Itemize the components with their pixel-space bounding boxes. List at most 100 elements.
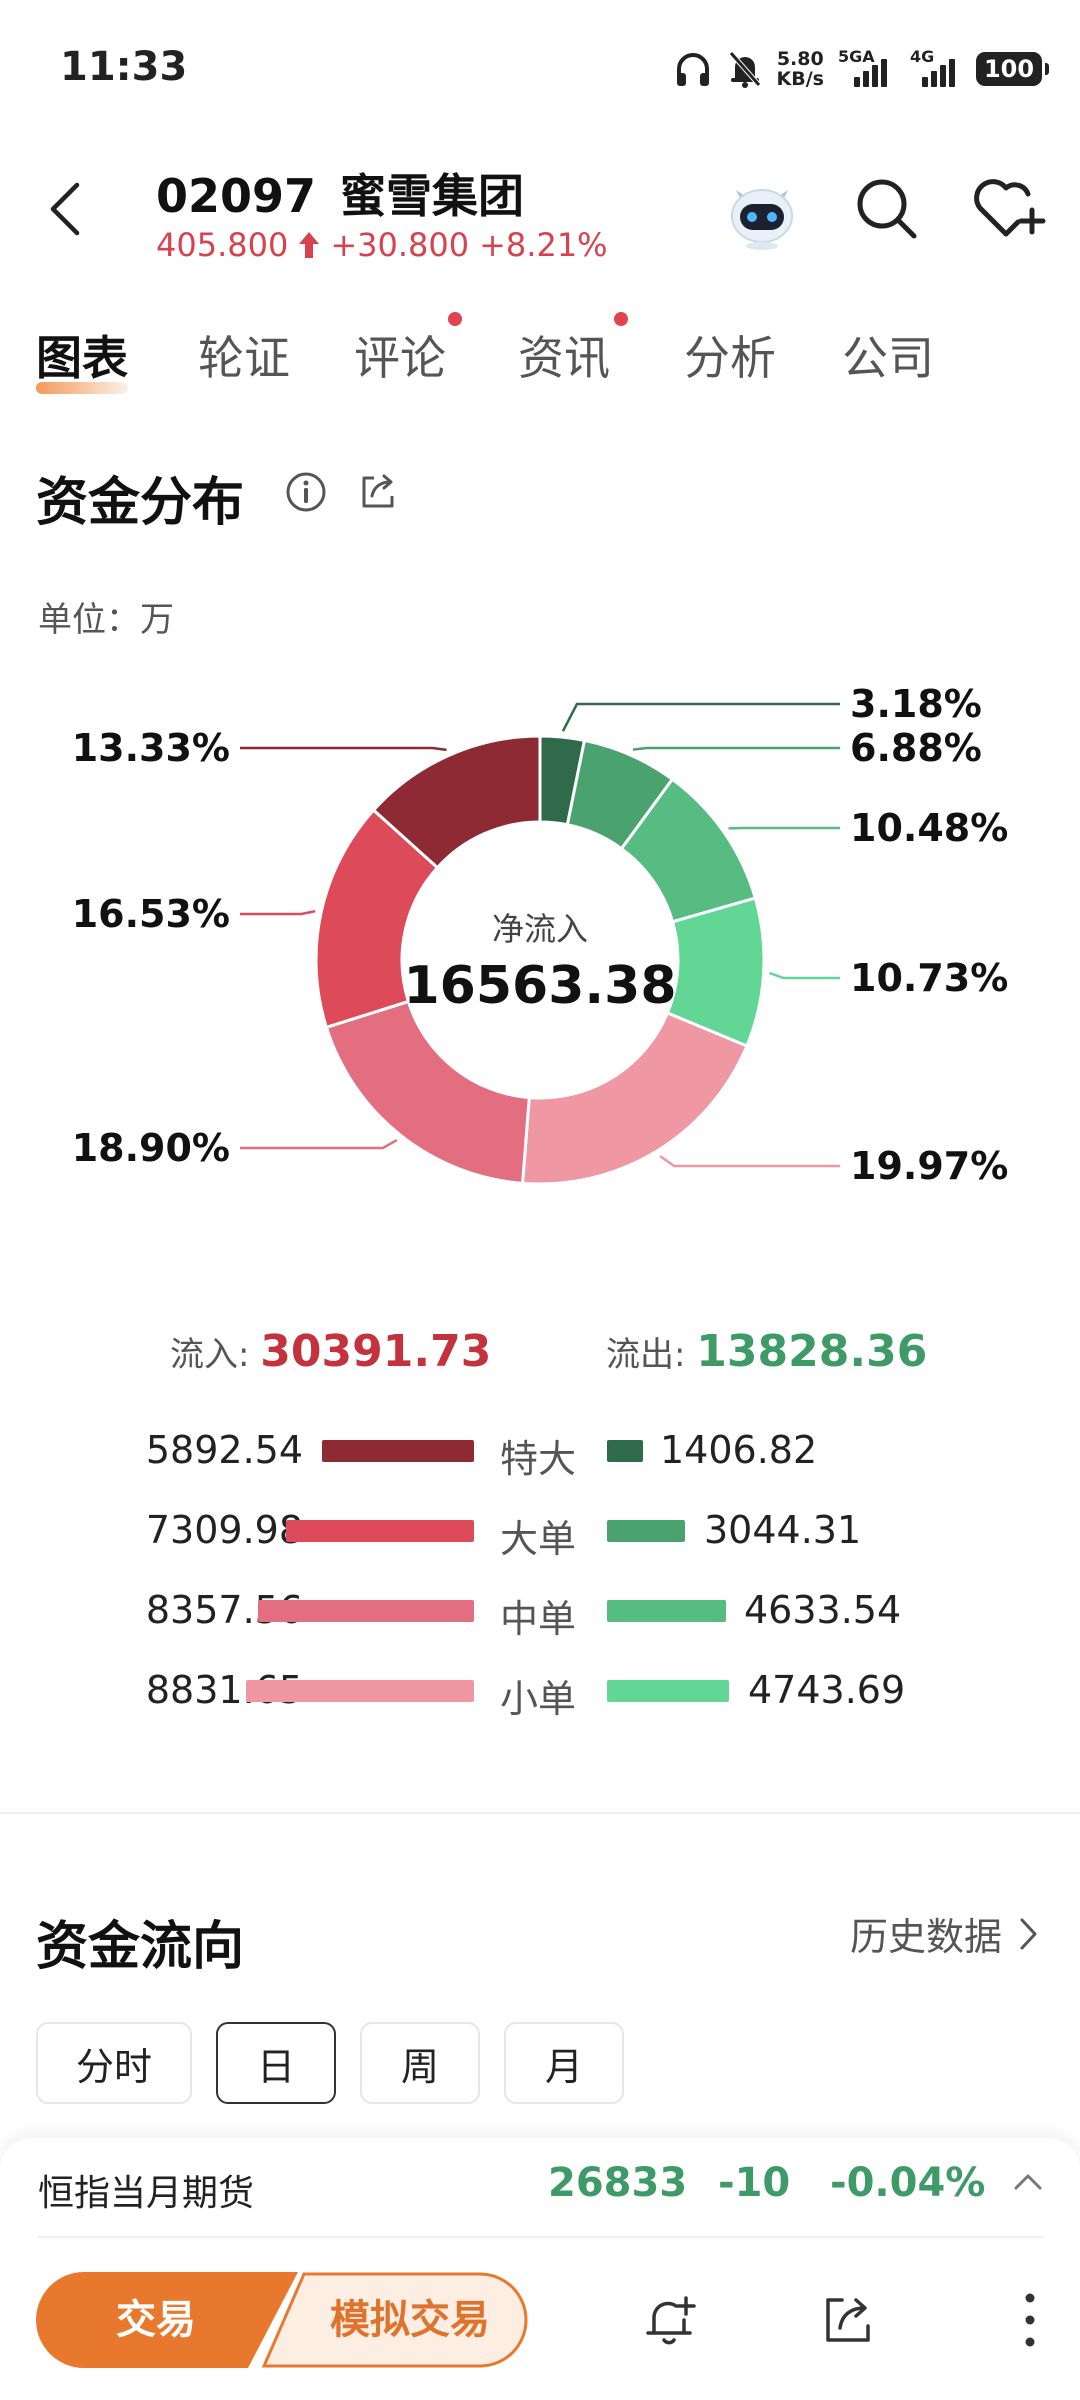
period-month[interactable]: 月 <box>504 2022 624 2104</box>
donut-leader-line-3 <box>769 971 840 980</box>
active-tab-indicator <box>36 382 128 394</box>
bell-muted-icon <box>728 51 761 88</box>
info-button[interactable] <box>284 470 328 514</box>
donut-slice-5 <box>324 999 531 1185</box>
donut-slice-7 <box>371 734 542 870</box>
donut-leader-line-6 <box>240 909 316 916</box>
donut-label-7: 13.33% <box>72 726 230 770</box>
share-icon <box>362 474 394 508</box>
flow-row-small: 8831.65 小单 4743.69 <box>0 1660 1080 1721</box>
search-icon <box>857 179 917 239</box>
outflow-bar <box>607 1600 726 1622</box>
period-intraday[interactable]: 分时 <box>36 2022 192 2104</box>
add-favorite-button[interactable] <box>970 174 1050 244</box>
donut-label-6: 16.53% <box>72 892 230 936</box>
inflow-value: 7309.98 <box>145 1508 303 1552</box>
net-speed: 5.80 KB/s <box>777 49 824 89</box>
tab-comments[interactable]: 评论 <box>354 331 446 385</box>
chevron-right-icon <box>1020 1918 1037 1949</box>
net-inflow-label: 净流入 <box>491 910 588 948</box>
flow-row-large: 7309.98 大单 3044.31 <box>0 1500 1080 1561</box>
outflow-bar <box>607 1680 729 1702</box>
arrow-up-icon <box>299 232 320 258</box>
period-week[interactable]: 周 <box>360 2022 480 2104</box>
flow-row-extra-large: 5892.54 特大 1406.82 <box>0 1420 1080 1481</box>
ai-assistant-button[interactable] <box>722 172 802 252</box>
donut-label-5: 18.90% <box>72 1126 230 1170</box>
futures-change-pct: -0.04% <box>830 2160 986 2206</box>
tab-news-badge <box>614 312 628 326</box>
signal-5ga-label: 5GA <box>838 47 875 66</box>
donut-leader-line-1 <box>632 746 840 751</box>
stock-name: 蜜雪集团 <box>340 169 525 223</box>
period-day[interactable]: 日 <box>216 2022 336 2104</box>
futures-expand-button[interactable] <box>1008 2162 1048 2202</box>
stock-header: 02097 蜜雪集团 405.800 +30.800 +8.21% <box>0 150 1080 280</box>
chevron-up-icon <box>1014 2174 1042 2190</box>
back-button[interactable] <box>30 174 100 244</box>
inflow-bar <box>246 1680 474 1702</box>
outflow-value: 4633.54 <box>744 1588 902 1632</box>
more-vertical-icon <box>1025 2293 1035 2347</box>
futures-name[interactable]: 恒指当月期货 <box>38 2173 255 2214</box>
tab-chart[interactable]: 图表 <box>36 331 128 385</box>
trade-label: 交易 <box>116 2297 196 2343</box>
outflow-bar <box>607 1520 685 1542</box>
stock-quote: 405.800 +30.800 +8.21% <box>156 226 608 264</box>
headphones-icon <box>676 53 709 86</box>
battery-icon: 100 <box>976 52 1049 86</box>
bell-plus-icon <box>646 2296 696 2345</box>
net-speed-unit: KB/s <box>776 68 824 90</box>
donut-leader-line-7 <box>240 746 447 752</box>
more-button[interactable] <box>1010 2288 1050 2352</box>
tab-bar: 图表 轮证 评论 资讯 分析 公司 <box>0 312 1080 412</box>
robot-icon <box>731 189 793 250</box>
inflow-bar <box>322 1440 474 1462</box>
trade-button[interactable]: 交易 <box>36 2272 306 2368</box>
share-section-button[interactable] <box>356 470 400 514</box>
category-label: 中单 <box>500 1597 577 1641</box>
outflow-value: 4743.69 <box>748 1668 906 1712</box>
stock-change-pct: +8.21% <box>479 226 608 264</box>
net-inflow-value: 16563.38 <box>403 956 677 1016</box>
stock-change: +30.800 <box>330 226 470 264</box>
donut-slice-4 <box>520 1011 749 1186</box>
section-divider <box>0 1812 1080 1814</box>
chevron-left-icon <box>50 182 80 236</box>
simulated-trade-button[interactable]: 模拟交易 <box>262 2272 528 2368</box>
futures-change: -10 <box>718 2160 791 2206</box>
stock-code: 02097 <box>156 169 317 223</box>
tab-warrants[interactable]: 轮证 <box>198 331 290 385</box>
history-data-link[interactable]: 历史数据 <box>850 1906 1038 1961</box>
bottom-panel: 恒指当月期货 26833 -10 -0.04% 模拟交易 交易 <box>0 2138 1080 2400</box>
outflow-label: 流出: <box>606 1335 686 1375</box>
stock-price: 405.800 <box>156 226 289 264</box>
tab-news[interactable]: 资讯 <box>518 331 610 385</box>
signal-4g-label: 4G <box>910 47 935 66</box>
donut-label-1: 6.88% <box>850 726 982 770</box>
stock-title: 02097 蜜雪集团 <box>156 160 524 226</box>
donut-label-4: 19.97% <box>850 1144 1008 1188</box>
signal-4g-icon: 4G <box>910 47 962 87</box>
share-button[interactable] <box>818 2290 878 2350</box>
futures-price: 26833 <box>548 2160 688 2206</box>
inflow-summary: 流入: 30391.73 <box>170 1326 491 1377</box>
search-button[interactable] <box>852 174 922 244</box>
trade-shape <box>36 2272 298 2368</box>
capital-donut-chart: 3.18% 6.88% 10.48% 10.73% 19.97% 18.90% 16.53%… <box>0 660 1080 1220</box>
inflow-value: 5892.54 <box>145 1428 303 1472</box>
category-label: 大单 <box>500 1517 577 1561</box>
tab-comments-badge <box>448 312 462 326</box>
simulated-trade-label: 模拟交易 <box>330 2297 490 2343</box>
sim-trade-shape <box>262 2272 528 2368</box>
outflow-summary: 流出: 13828.36 <box>606 1326 927 1377</box>
flow-row-medium: 8357.56 中单 4633.54 <box>0 1580 1080 1641</box>
futures-separator <box>38 2236 1044 2238</box>
price-alert-button[interactable] <box>640 2290 700 2350</box>
tab-analysis[interactable]: 分析 <box>684 331 776 385</box>
tab-company[interactable]: 公司 <box>842 331 934 385</box>
inflow-bar <box>258 1600 474 1622</box>
outflow-bar <box>607 1440 643 1462</box>
inflow-bar <box>286 1520 474 1542</box>
inflow-label: 流入: <box>170 1335 250 1375</box>
